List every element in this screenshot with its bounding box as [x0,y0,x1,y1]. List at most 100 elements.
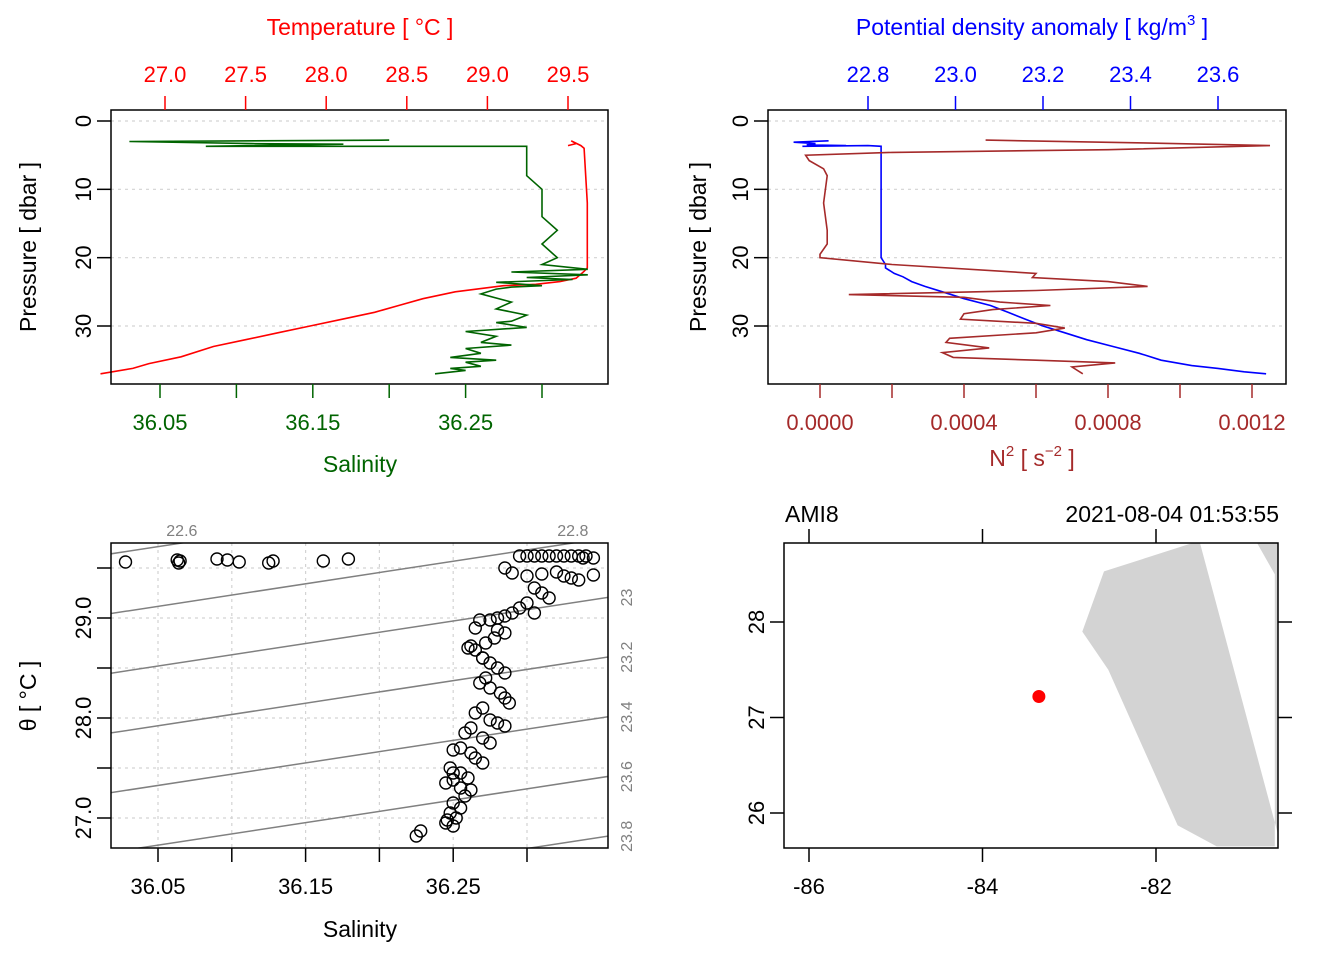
p1-top-tick-label: 27.5 [224,62,267,87]
p1-top-tick-label: 28.5 [385,62,428,87]
p2-series [793,139,1271,375]
p2-y-tick-label: 30 [728,314,753,338]
panel-temperature-salinity-profile: 0 10 20 30 27.0 27.5 28.0 28.5 29.0 29.5 36.05 36.1… [15,14,609,477]
p4-station-marker [1032,689,1046,703]
p3-data-point [576,551,590,565]
p3-data-point [414,824,428,838]
p1-bottom-tick-label: 36.05 [132,410,187,435]
panel-station-map: -86 -84 -82 26 27 28 AMI8 2021-08-04 01:53:55 [744,501,1292,899]
p3-x-tick-label: 36.05 [130,874,185,899]
p2-top-label-end: ] [1195,14,1208,40]
p3-data-point [498,666,512,680]
p3-data-point [468,751,482,765]
p4-y-tick-label: 28 [744,610,769,634]
p3-data-point [173,554,187,568]
p1-top-tick-label: 27.0 [144,62,187,87]
p2-bottom-axis-label: N2 [ s−2 ] [989,443,1075,471]
p3-data-point [232,555,246,569]
p4-station-name: AMI8 [785,501,839,527]
p3-grid [111,543,608,848]
p3-data-point [512,601,527,615]
p1-y-axis-label: Pressure [ dbar ] [15,162,41,332]
p3-data-point [479,636,493,650]
p2-series-density [793,140,1267,375]
p3-points [118,549,601,843]
p3-data-point [535,549,549,563]
p3-data-point [586,551,601,565]
p1-grid [111,120,608,327]
p2-top-tick-label: 23.4 [1109,62,1152,87]
p3-data-point [476,756,490,770]
p2-axes: 0 10 20 30 22.8 23.0 23.2 23.4 23.6 0.0000 0.0004 0… [728,62,1286,435]
p4-axes: -86 -84 -82 26 27 28 [744,529,1292,899]
p3-data-point [498,691,512,705]
p2-bottom-label-sup2: −2 [1045,443,1062,460]
p2-bottom-tick-label: 0.0000 [786,410,853,435]
p3-data-point [490,661,505,675]
p1-bottom-tick-label: 36.15 [285,410,340,435]
p1-bottom-tick-label: 36.25 [438,410,493,435]
p2-y-tick-label: 20 [728,245,753,269]
p3-data-point [476,701,490,715]
p3-data-point [266,554,280,568]
p2-bottom-tick-label: 0.0008 [1074,410,1141,435]
p3-axes: 36.05 36.15 36.25 27.0 28.0 29.0 [71,567,528,899]
p3-data-point [586,568,601,582]
p3-isopycnal-label: 23.2 [619,642,636,673]
p3-data-point [527,606,542,620]
p3-data-point [527,549,542,563]
p3-data-point [493,686,508,700]
p3-data-point [557,549,571,563]
p3-data-point [498,561,512,575]
p3-isopycnal-label: 22.8 [557,523,588,540]
p4-timestamp: 2021-08-04 01:53:55 [1065,501,1279,527]
p2-grid [768,120,1286,327]
p2-bottom-label-n: N [989,445,1006,471]
p3-y-axis-label: θ [ °C ] [15,661,41,732]
p1-series [100,139,589,375]
p3-y-tick-label: 27.0 [71,797,96,840]
p3-data-point [549,565,564,579]
p3-data-point [512,549,527,563]
p3-data-point [409,829,423,843]
p3-data-point [446,796,460,810]
p2-top-tick-label: 23.6 [1197,62,1240,87]
p3-data-point [535,586,549,600]
p1-top-tick-label: 29.5 [547,62,590,87]
p3-data-point [527,581,542,595]
p3-data-point [439,776,453,790]
p3-isopycnal-label: 23.4 [619,701,636,732]
p2-top-label-sup: 3 [1187,12,1195,29]
p3-isopycnal-label: 23.8 [619,821,636,852]
p3-data-point [487,631,502,645]
p4-x-tick-label: -82 [1140,874,1172,899]
p3-data-point [549,549,564,563]
p2-bottom-label-mid: [ s [1014,445,1045,471]
p2-bottom-tick-label: 0.0012 [1218,410,1285,435]
p3-x-tick-label: 36.15 [278,874,333,899]
p4-plot-frame [783,542,1279,849]
p3-data-point [476,651,490,665]
p3-x-axis-label: Salinity [323,916,398,942]
p3-data-point [461,641,475,655]
p3-data-point [341,552,356,566]
p3-data-point [446,766,460,780]
p3-data-point [579,549,593,563]
p3-data-point [520,569,534,583]
p3-data-point [464,746,478,760]
p3-isopycnal-line [111,656,608,734]
p4-x-tick-label: -84 [967,874,999,899]
p2-plot-frame [767,109,1287,385]
p3-isopycnal-line [111,715,608,794]
p3-isopycnal-line [111,543,187,555]
p3-data-point [483,713,497,727]
p2-series-n2 [804,139,1271,375]
p1-top-tick-label: 29.0 [466,62,509,87]
p3-data-point [446,773,460,787]
p3-data-point [483,736,497,750]
p2-y-tick-label: 10 [728,177,753,201]
p3-data-point [498,719,512,733]
p3-y-tick-label: 28.0 [71,697,96,740]
p3-data-point [520,549,534,563]
